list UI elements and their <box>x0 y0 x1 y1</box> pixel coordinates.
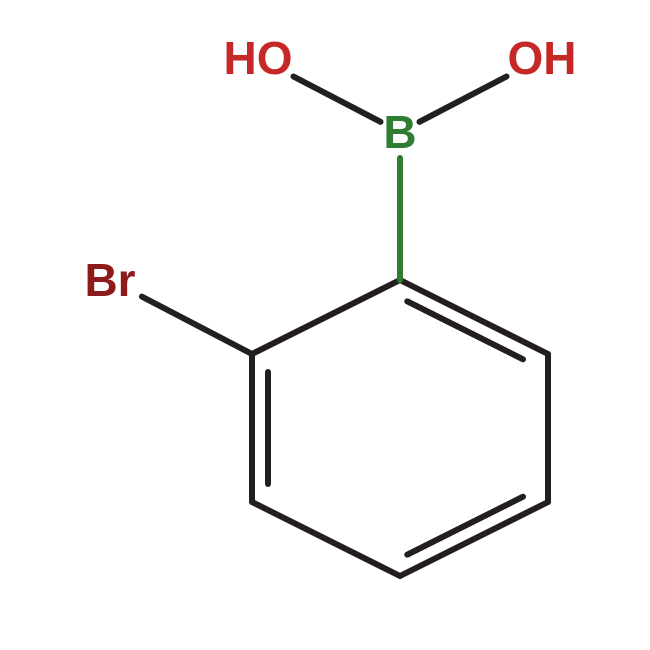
atom-O2: OH <box>508 31 577 85</box>
atom-Br: Br <box>84 253 135 307</box>
molecule-canvas: B HO OH Br <box>0 0 650 650</box>
atom-B: B <box>383 105 416 159</box>
atom-O1: HO <box>224 31 293 85</box>
bond-layer <box>0 0 650 650</box>
